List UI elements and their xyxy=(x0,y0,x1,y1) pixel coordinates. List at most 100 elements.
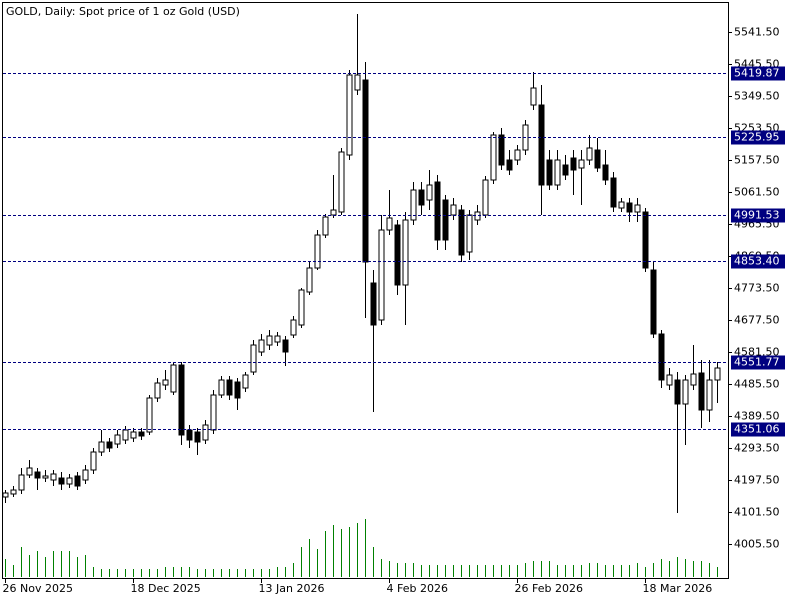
candle-body xyxy=(442,199,449,241)
candle-body xyxy=(586,147,593,161)
x-tick-label: 13 Jan 2026 xyxy=(259,582,325,595)
candle-body xyxy=(634,204,641,213)
level-label-bg xyxy=(731,66,785,81)
candle-body xyxy=(154,382,161,399)
candle-body xyxy=(466,214,473,253)
y-tick-label: 4101.50 xyxy=(734,506,780,519)
candle-body xyxy=(194,431,201,443)
candle-body xyxy=(122,429,129,441)
candle-body xyxy=(58,477,65,485)
y-tick-label: 4485.50 xyxy=(734,378,780,391)
candle-body xyxy=(386,217,393,231)
y-tick-label: 5157.50 xyxy=(734,154,780,167)
x-tick-label: 26 Nov 2025 xyxy=(3,582,73,595)
candle-body xyxy=(698,372,705,411)
candle-body xyxy=(410,189,417,221)
candle-body xyxy=(658,333,665,381)
level-label-bg xyxy=(731,355,785,370)
candle-body xyxy=(354,74,361,91)
candle-body xyxy=(306,267,313,293)
candle-body xyxy=(170,364,177,393)
candle-body xyxy=(234,381,241,399)
candle-body xyxy=(314,234,321,269)
level-label-bg xyxy=(731,208,785,223)
candle-body xyxy=(690,373,697,386)
candle-body xyxy=(498,134,505,166)
candle-body xyxy=(482,179,489,216)
level-label: 4551.77 xyxy=(734,356,780,369)
candle-body xyxy=(178,364,185,436)
candle-body xyxy=(50,473,57,481)
candle-body xyxy=(450,204,457,216)
candle-body xyxy=(202,424,209,441)
candle-body xyxy=(34,471,41,479)
candle-body xyxy=(42,475,49,479)
y-tick-label: 4293.50 xyxy=(734,442,780,455)
candle-body xyxy=(594,149,601,169)
candle-body xyxy=(338,151,345,213)
y-tick-label: 4389.50 xyxy=(734,410,780,423)
level-label: 5419.87 xyxy=(734,67,780,80)
candle-body xyxy=(626,202,633,213)
y-tick-label: 5349.50 xyxy=(734,90,780,103)
candle-body xyxy=(130,431,137,439)
y-tick-label: 5541.50 xyxy=(734,26,780,39)
candle-body xyxy=(106,441,113,449)
level-label: 5225.95 xyxy=(734,131,780,144)
candle-body xyxy=(290,319,297,336)
level-label: 4991.53 xyxy=(734,209,780,222)
candle-body xyxy=(186,429,193,441)
level-label-bg xyxy=(731,130,785,145)
candle-body xyxy=(346,74,353,156)
y-tick-label: 4197.50 xyxy=(734,474,780,487)
candle-body xyxy=(402,219,409,286)
candle-body xyxy=(602,164,609,181)
candle-body xyxy=(642,211,649,269)
candle-body xyxy=(2,492,9,498)
candle-body xyxy=(506,159,513,171)
candle-body xyxy=(162,379,169,386)
candle-body xyxy=(714,367,721,381)
candle-body xyxy=(514,149,521,161)
candle-body xyxy=(538,104,545,186)
candle-body xyxy=(674,379,681,405)
y-tick-label: 4005.50 xyxy=(734,538,780,551)
candle-body xyxy=(26,467,33,476)
candle-body xyxy=(650,269,657,335)
x-tick-label: 18 Mar 2026 xyxy=(643,582,713,595)
candle-body xyxy=(378,229,385,321)
candle-body xyxy=(274,335,281,343)
level-label-bg xyxy=(731,254,785,269)
candle-body xyxy=(554,159,561,186)
candle-body xyxy=(546,159,553,186)
candle-body xyxy=(98,441,105,453)
y-tick-label: 4773.50 xyxy=(734,282,780,295)
candle-body xyxy=(298,289,305,326)
candle-body xyxy=(530,87,537,106)
y-tick-label: 5061.50 xyxy=(734,186,780,199)
candle-body xyxy=(490,134,497,181)
candle-body xyxy=(74,475,81,487)
candle-body xyxy=(226,379,233,396)
candle-body xyxy=(66,477,73,485)
candle-body xyxy=(578,159,585,169)
candle-body xyxy=(458,209,465,256)
chart-title: GOLD, Daily: Spot price of 1 oz Gold (US… xyxy=(6,5,240,18)
candle-body xyxy=(282,339,289,353)
candle-body xyxy=(250,344,257,373)
candle-body xyxy=(426,184,433,201)
candle-body xyxy=(10,489,17,495)
candle-body xyxy=(266,335,273,346)
level-label: 4351.06 xyxy=(734,423,780,436)
candle-body xyxy=(82,469,89,481)
candle-body xyxy=(218,379,225,396)
x-tick-label: 4 Feb 2026 xyxy=(387,582,448,595)
level-label: 4853.40 xyxy=(734,255,780,268)
candle-body xyxy=(210,394,217,431)
x-tick-label: 26 Feb 2026 xyxy=(515,582,583,595)
candle-body xyxy=(322,216,329,236)
candle-body xyxy=(570,157,577,171)
candle-body xyxy=(242,374,249,389)
